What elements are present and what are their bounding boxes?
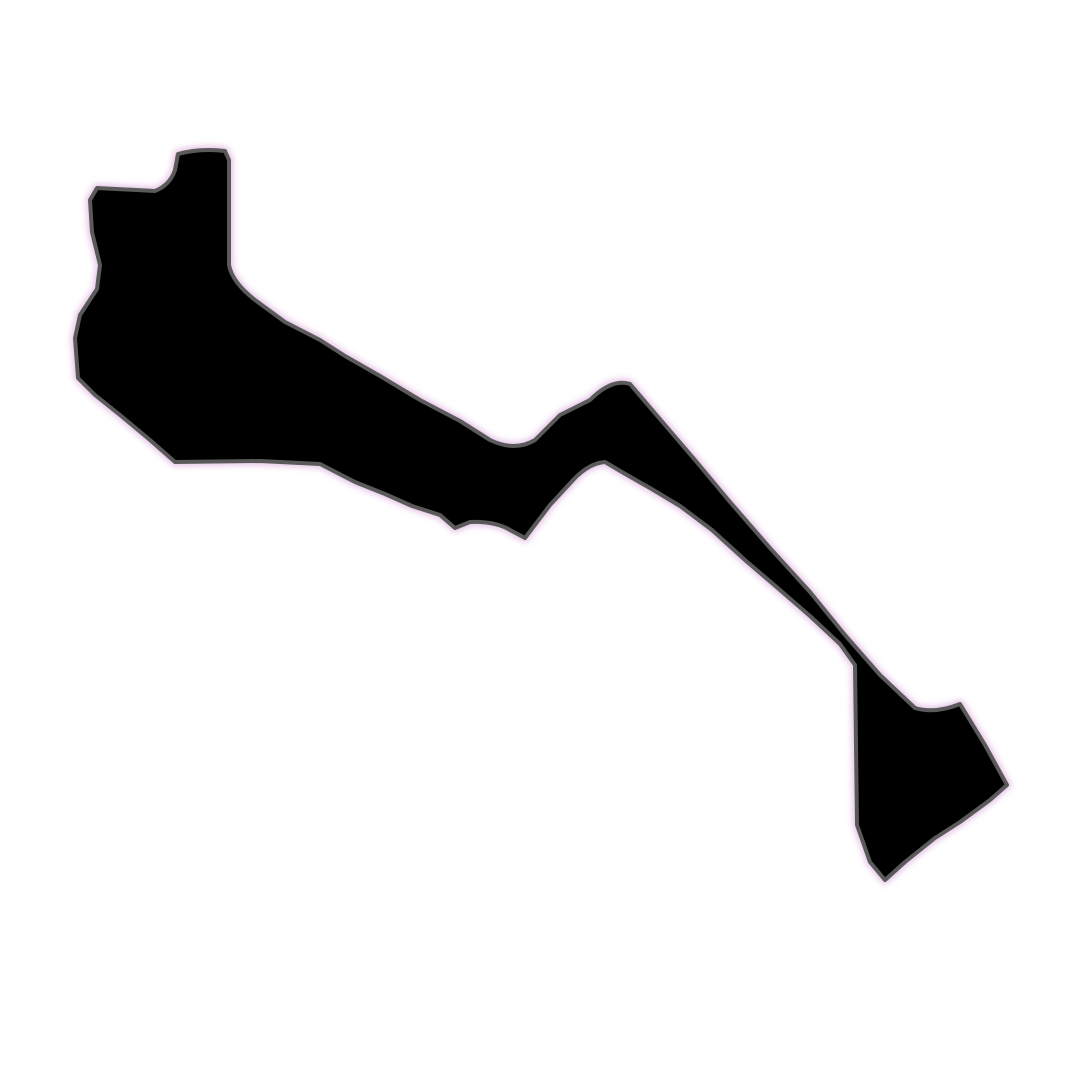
- silhouette-shape: [73, 148, 1009, 882]
